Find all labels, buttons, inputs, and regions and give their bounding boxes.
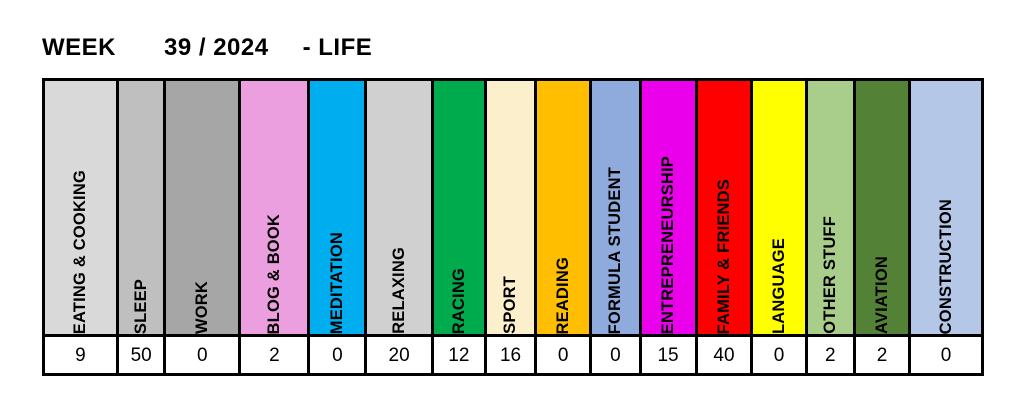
- category-label: FAMILY & FRIENDS: [714, 178, 733, 334]
- category-label: WORK: [193, 280, 212, 334]
- category-label: BLOG & BOOK: [265, 213, 284, 334]
- category-label: RACING: [449, 267, 468, 334]
- category-header-sleep[interactable]: SLEEP: [118, 81, 167, 334]
- category-header-blog-book[interactable]: BLOG & BOOK: [241, 81, 311, 334]
- category-value-racing[interactable]: 12: [433, 337, 487, 373]
- page-title: WEEK 39 / 2024 - LIFE: [42, 32, 372, 64]
- category-label: OTHER STUFF: [821, 216, 840, 334]
- category-header-meditation[interactable]: MEDITATION: [310, 81, 368, 334]
- category-header-racing[interactable]: RACING: [433, 81, 487, 334]
- category-label: SPORT: [501, 276, 520, 334]
- category-value-sport[interactable]: 16: [486, 337, 538, 373]
- category-value-language[interactable]: 0: [753, 337, 808, 373]
- categories-table: EATING & COOKING SLEEP WORK BLOG & BOOK MEDI…: [42, 78, 984, 376]
- category-header-formula-student[interactable]: FORMULA STUDENT: [592, 81, 642, 334]
- category-header-row: EATING & COOKING SLEEP WORK BLOG & BOOK MEDI…: [45, 81, 981, 337]
- category-header-sport[interactable]: SPORT: [486, 81, 538, 334]
- category-label: LANGUAGE: [769, 237, 788, 334]
- category-header-reading[interactable]: READING: [537, 81, 593, 335]
- category-label: READING: [553, 256, 572, 335]
- category-value-sleep[interactable]: 50: [118, 337, 167, 373]
- category-value-eating-cooking[interactable]: 9: [45, 337, 119, 373]
- category-value-other-stuff[interactable]: 2: [807, 337, 856, 373]
- category-value-aviation[interactable]: 2: [855, 337, 911, 373]
- category-header-relaxing[interactable]: RELAXING: [367, 81, 434, 334]
- category-label: AVIATION: [872, 256, 891, 334]
- category-header-work[interactable]: WORK: [166, 81, 242, 334]
- title-week-number: 39 / 2024: [164, 34, 269, 61]
- category-header-aviation[interactable]: AVIATION: [855, 81, 911, 334]
- category-header-family-friends[interactable]: FAMILY & FRIENDS: [697, 81, 754, 334]
- category-label: FORMULA STUDENT: [606, 166, 625, 334]
- title-week-label: WEEK: [42, 34, 116, 61]
- category-value-blog-book[interactable]: 2: [241, 337, 311, 373]
- category-value-formula-student[interactable]: 0: [592, 337, 642, 373]
- category-label: EATING & COOKING: [71, 169, 90, 334]
- category-value-row: 9 50 0 2 0 20 12 16 0 0 15 40 0 2 2 0: [45, 337, 981, 373]
- category-value-entrepreneurship[interactable]: 15: [641, 337, 698, 373]
- category-value-meditation[interactable]: 0: [310, 337, 368, 373]
- category-header-entrepreneurship[interactable]: ENTREPRENEURSHIP: [641, 81, 698, 334]
- category-label: SLEEP: [131, 278, 150, 334]
- category-value-reading[interactable]: 0: [537, 337, 593, 373]
- title-suffix: - LIFE: [302, 34, 373, 61]
- category-value-construction[interactable]: 0: [910, 337, 981, 373]
- category-header-other-stuff[interactable]: OTHER STUFF: [807, 81, 856, 334]
- category-label: ENTREPRENEURSHIP: [658, 155, 677, 334]
- category-value-family-friends[interactable]: 40: [697, 337, 754, 373]
- category-label: MEDITATION: [328, 231, 347, 334]
- category-header-construction[interactable]: CONSTRUCTION: [910, 81, 981, 334]
- category-header-eating-cooking[interactable]: EATING & COOKING: [45, 81, 119, 334]
- category-value-work[interactable]: 0: [166, 337, 242, 373]
- category-header-language[interactable]: LANGUAGE: [753, 81, 808, 334]
- category-label: RELAXING: [389, 247, 408, 334]
- category-value-relaxing[interactable]: 20: [367, 337, 434, 373]
- category-label: CONSTRUCTION: [936, 198, 955, 334]
